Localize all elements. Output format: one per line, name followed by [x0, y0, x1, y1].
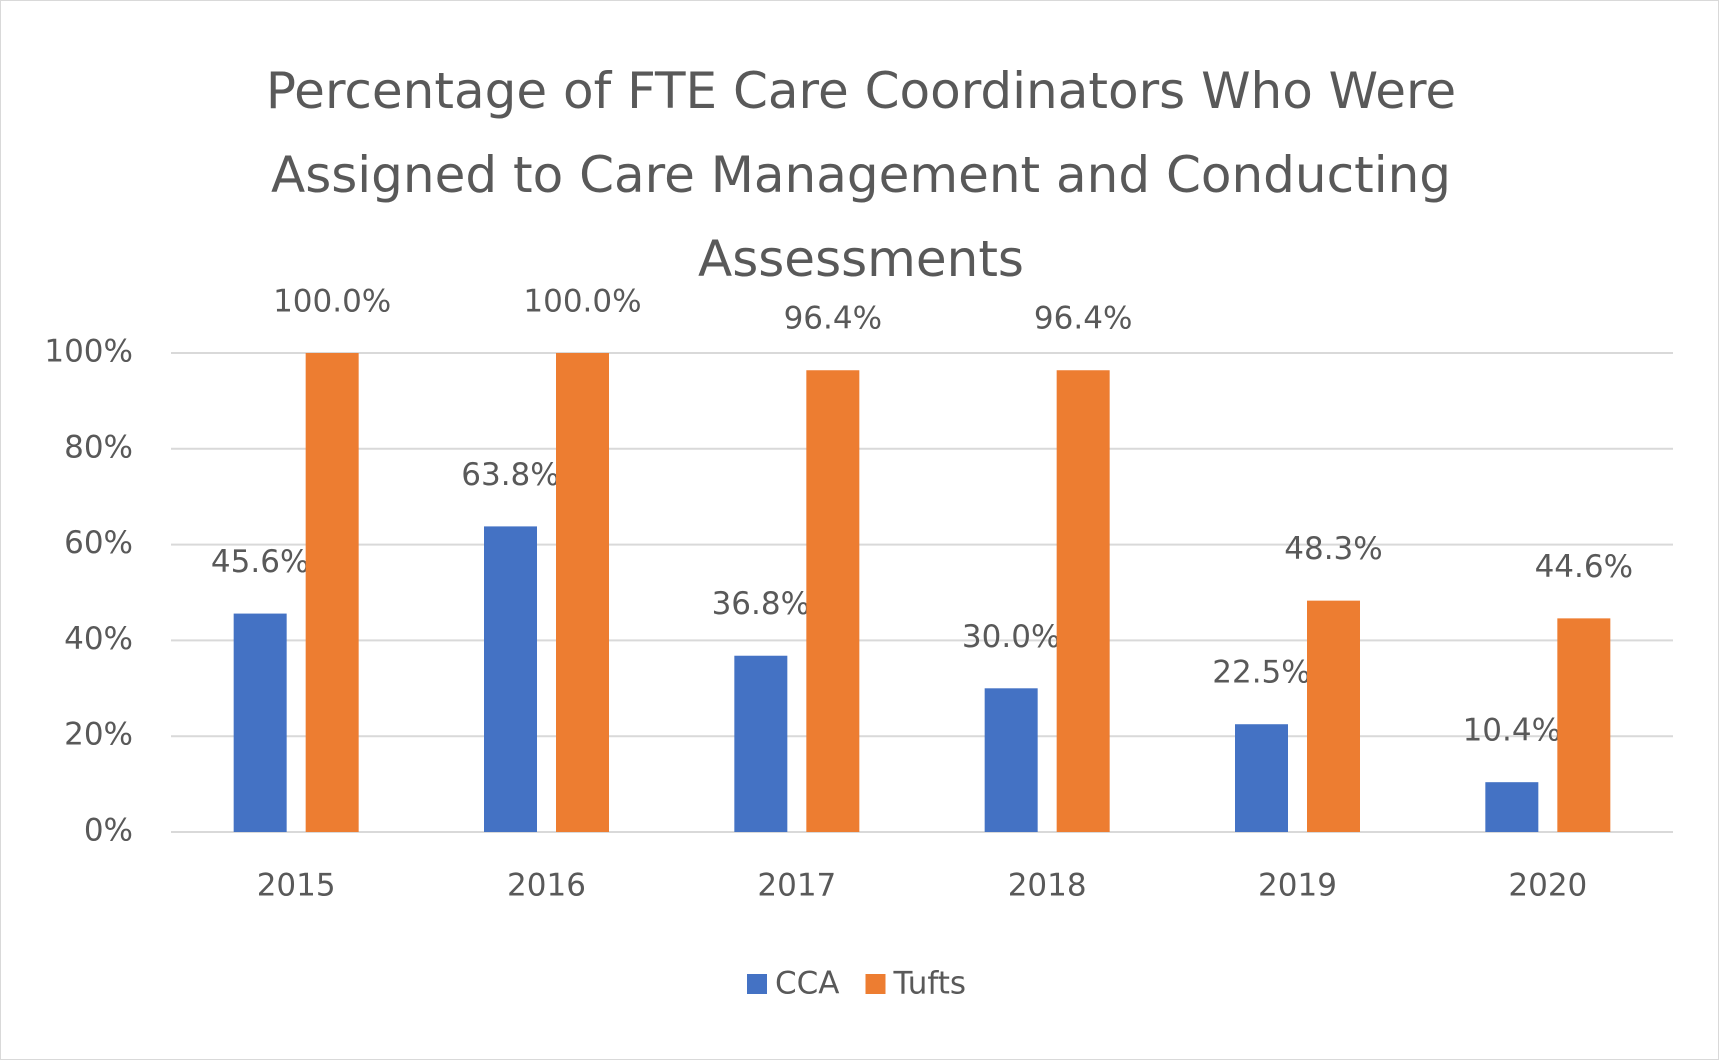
legend-label: CCA — [775, 966, 840, 1002]
bar — [1235, 724, 1288, 832]
value-label: 96.4% — [784, 301, 882, 337]
value-label: 100.0% — [523, 284, 641, 320]
value-label: 44.6% — [1535, 549, 1633, 585]
x-tick-label: 2018 — [1008, 868, 1087, 904]
bar — [556, 353, 609, 832]
value-label: 22.5% — [1212, 655, 1310, 691]
bar — [806, 370, 860, 832]
value-label: 10.4% — [1463, 713, 1561, 749]
bar — [1557, 618, 1611, 832]
bar — [305, 353, 359, 832]
legend-label: Tufts — [893, 966, 967, 1002]
bar — [233, 613, 287, 832]
value-label: 45.6% — [211, 544, 309, 580]
x-tick-label: 2020 — [1508, 868, 1587, 904]
value-label: 48.3% — [1284, 531, 1382, 567]
bar — [984, 688, 1038, 832]
y-tick-label: 20% — [64, 717, 133, 753]
bar — [1485, 782, 1539, 832]
x-tick-label: 2016 — [507, 868, 586, 904]
value-label: 96.4% — [1034, 301, 1132, 337]
y-tick-label: 80% — [64, 429, 133, 465]
bar — [1056, 370, 1110, 832]
chart-title: Percentage of FTE Care Coordinators Who … — [265, 62, 1457, 288]
bar — [1307, 600, 1360, 832]
legend-swatch — [865, 974, 886, 994]
x-tick-label: 2015 — [257, 868, 336, 904]
y-tick-label: 100% — [44, 334, 133, 370]
y-tick-label: 40% — [64, 621, 133, 657]
value-label: 30.0% — [962, 619, 1060, 655]
legend-swatch — [747, 974, 767, 994]
value-label: 63.8% — [461, 457, 559, 493]
bar — [484, 526, 537, 832]
bar — [734, 655, 788, 832]
value-label: 100.0% — [273, 284, 391, 320]
x-tick-label: 2017 — [757, 868, 836, 904]
y-tick-label: 60% — [64, 525, 133, 561]
x-tick-label: 2019 — [1258, 868, 1337, 904]
y-tick-label: 0% — [84, 813, 133, 849]
value-label: 36.8% — [712, 586, 810, 622]
